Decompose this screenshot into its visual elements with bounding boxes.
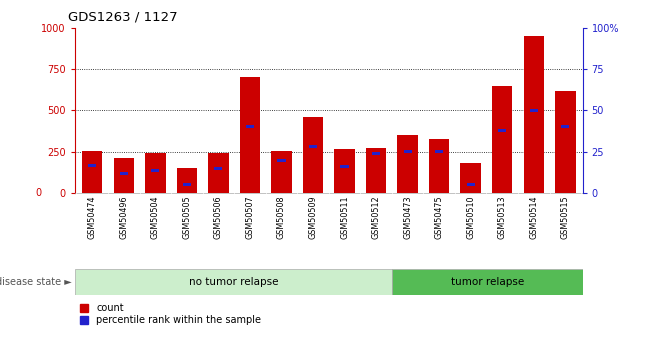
Bar [366,148,386,193]
Bar [151,168,159,171]
Text: GSM50509: GSM50509 [309,196,318,239]
Bar [372,152,380,155]
Text: GSM50496: GSM50496 [119,196,128,239]
Bar [303,117,324,193]
Text: GSM50513: GSM50513 [498,196,506,239]
Bar [334,149,355,193]
Text: no tumor relapse: no tumor relapse [189,277,278,287]
Bar [208,154,229,193]
Bar [176,168,197,193]
Text: 0: 0 [36,188,42,198]
Bar [75,269,392,295]
Bar [492,86,512,193]
Text: GSM50505: GSM50505 [182,196,191,239]
Text: GDS1263 / 1127: GDS1263 / 1127 [68,10,178,23]
Bar [88,164,96,167]
Bar [555,90,575,193]
Bar [113,158,134,193]
Bar [340,165,349,168]
Bar [530,109,538,112]
Text: GSM50508: GSM50508 [277,196,286,239]
Bar [392,269,583,295]
Bar [240,77,260,193]
Bar [120,172,128,175]
Bar [246,126,254,128]
Text: GSM50515: GSM50515 [561,196,570,239]
Text: GSM50474: GSM50474 [88,196,97,239]
Bar [498,129,506,132]
Bar [309,145,317,148]
Bar [145,152,165,193]
Text: GSM50504: GSM50504 [151,196,159,239]
Bar [404,150,411,153]
Bar [277,159,286,161]
Text: disease state ►: disease state ► [0,277,72,287]
Text: GSM50511: GSM50511 [340,196,349,239]
Text: GSM50510: GSM50510 [466,196,475,239]
Bar [435,150,443,153]
Text: GSM50506: GSM50506 [214,196,223,239]
Text: GSM50512: GSM50512 [372,196,381,239]
Text: GSM50514: GSM50514 [529,196,538,239]
Bar [214,167,223,170]
Text: tumor relapse: tumor relapse [450,277,524,287]
Bar [467,184,475,186]
Bar [460,162,481,193]
Text: GSM50475: GSM50475 [435,196,443,239]
Bar [271,151,292,193]
Bar [561,126,570,128]
Text: GSM50507: GSM50507 [245,196,255,239]
Text: GSM50473: GSM50473 [403,196,412,239]
Bar [82,151,102,193]
Bar [183,184,191,186]
Legend: count, percentile rank within the sample: count, percentile rank within the sample [79,303,261,325]
Bar [397,135,418,193]
Bar [523,36,544,193]
Bar [429,139,449,193]
